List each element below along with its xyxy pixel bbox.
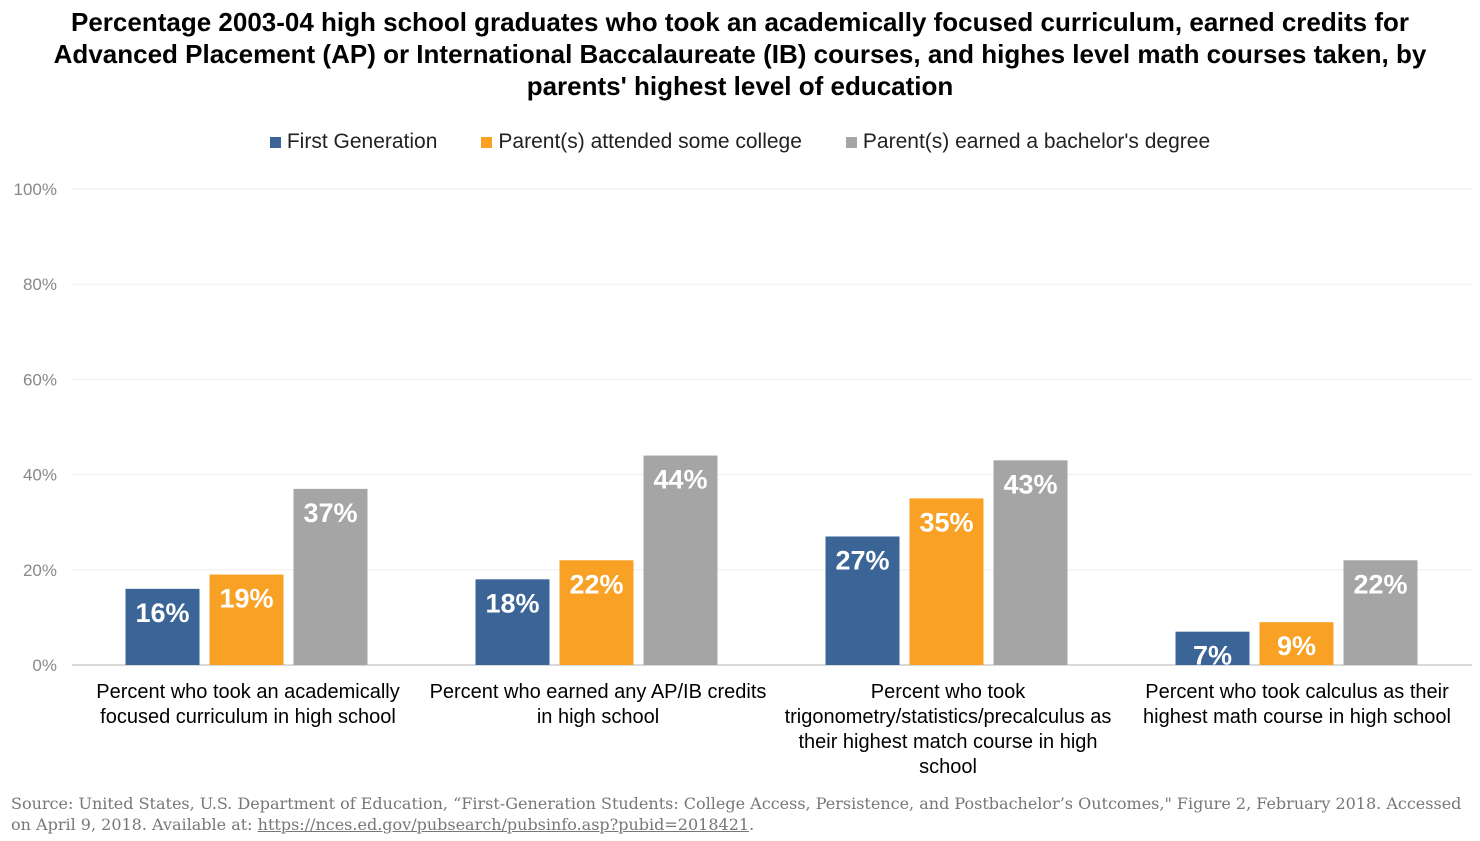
bar [475,579,550,665]
bar [559,560,634,665]
y-tick-label: 0% [32,656,57,675]
source-link[interactable]: https://nces.ed.gov/pubsearch/pubsinfo.a… [257,815,750,834]
category-label: Percent who took trigonometry/statistics… [784,681,1112,778]
y-tick-label: 60% [23,370,57,389]
bar [1259,622,1334,665]
bar [909,498,984,665]
category-label: Percent who took calculus as their highe… [1143,681,1451,728]
legend-label: Parent(s) earned a bachelor's degree [862,130,1211,153]
data-label: 35% [919,507,973,537]
source-end: . [749,815,755,834]
legend-item-first-generation: First Generation [269,130,438,154]
legend-swatch [845,136,857,148]
legend-swatch [481,136,493,148]
data-label: 7% [1193,641,1232,671]
data-label: 43% [1003,469,1057,499]
legend-item-bachelors: Parent(s) earned a bachelor's degree [845,130,1211,154]
source-text: Source: United States, U.S. Department o… [11,794,1462,834]
bar [993,460,1068,665]
bar [1175,631,1250,665]
y-tick-label: 20% [23,561,57,580]
chart-title: Percentage 2003-04 high school graduates… [53,7,1427,101]
data-label: 16% [135,598,189,628]
data-label: 22% [1353,569,1407,599]
data-label: 19% [219,584,273,614]
legend-item-some-college: Parent(s) attended some college [481,130,802,154]
legend: First Generation Parent(s) attended some… [0,130,1480,154]
data-label: 37% [303,498,357,528]
legend-label: First Generation [286,130,438,153]
bar [125,588,200,665]
bar-chart: 0% 20% 40% 60% 80% 100% 16% 19% 37% 18% 22% 44% 27% 3… [14,180,1472,675]
data-label: 44% [653,465,707,495]
data-label: 22% [569,569,623,599]
bar [1343,560,1418,665]
category-label: Percent who earned any AP/IB credits in … [429,681,767,728]
bar [643,455,718,665]
bar [209,574,284,665]
legend-label: Parent(s) attended some college [498,130,802,153]
data-label: 18% [485,588,539,618]
y-tick-label: 100% [14,180,57,199]
category-label: Percent who took an academically focused… [96,681,400,728]
bar [825,536,900,665]
y-tick-label: 80% [23,275,57,294]
bar [293,488,368,665]
source-note: Source: United States, U.S. Department o… [11,793,1480,835]
legend-swatch [269,136,281,148]
y-tick-label: 40% [23,466,57,485]
data-label: 9% [1277,631,1316,661]
data-label: 27% [835,545,889,575]
